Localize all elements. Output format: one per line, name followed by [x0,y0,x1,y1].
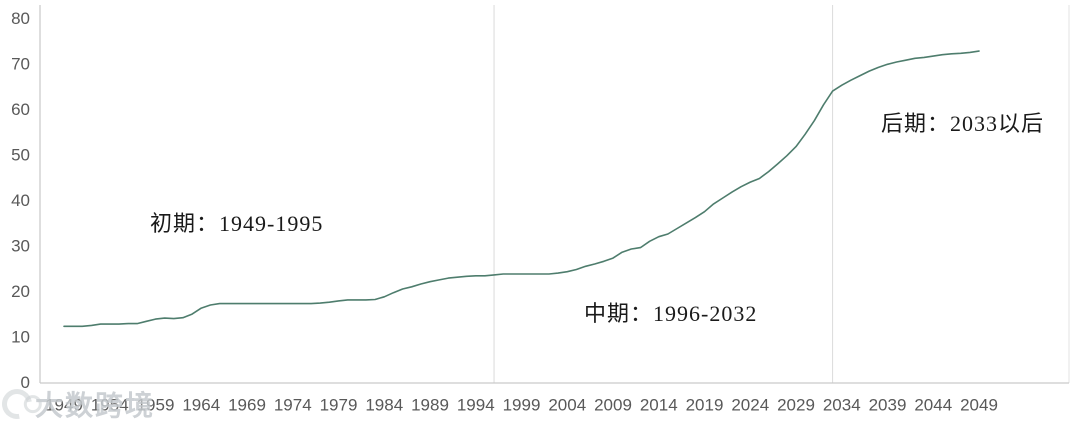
x-tick-label: 1999 [503,396,541,415]
y-tick-label: 10 [11,327,30,346]
x-tick-label: 2049 [960,396,998,415]
x-tick-label: 1994 [457,396,495,415]
data-line-series [63,50,980,328]
y-tick-label: 20 [11,282,30,301]
x-tick-label: 1969 [228,396,266,415]
x-tick-label: 1974 [274,396,312,415]
y-tick-label: 60 [11,100,30,119]
x-tick-label: 1989 [411,396,449,415]
annotation-middle-period: 中期：1996-2032 [584,301,758,326]
x-tick-label: 1964 [182,396,220,415]
x-tick-label: 1959 [137,396,175,415]
y-tick-label: 70 [11,54,30,73]
y-tick-label: 50 [11,145,30,164]
y-tick-label: 40 [11,191,30,210]
x-tick-label: 2029 [777,396,815,415]
x-tick-label: 2014 [640,396,678,415]
annotation-late-period: 后期：2033以后 [881,111,1045,136]
x-tick-label: 1984 [365,396,403,415]
x-tick-label: 2039 [869,396,907,415]
x-tick-label: 1979 [320,396,358,415]
y-tick-label: 0 [21,373,30,392]
x-tick-label: 1954 [91,396,129,415]
x-tick-label: 2024 [731,396,769,415]
x-tick-label: 2009 [594,396,632,415]
x-tick-label: 1949 [45,396,83,415]
x-tick-label: 2034 [823,396,861,415]
x-tick-label: 2019 [686,396,724,415]
x-tick-label: 2044 [914,396,952,415]
y-tick-label: 80 [11,9,30,28]
x-tick-label: 2004 [548,396,586,415]
annotation-early-period: 初期：1949-1995 [150,211,324,236]
y-tick-label: 30 [11,236,30,255]
